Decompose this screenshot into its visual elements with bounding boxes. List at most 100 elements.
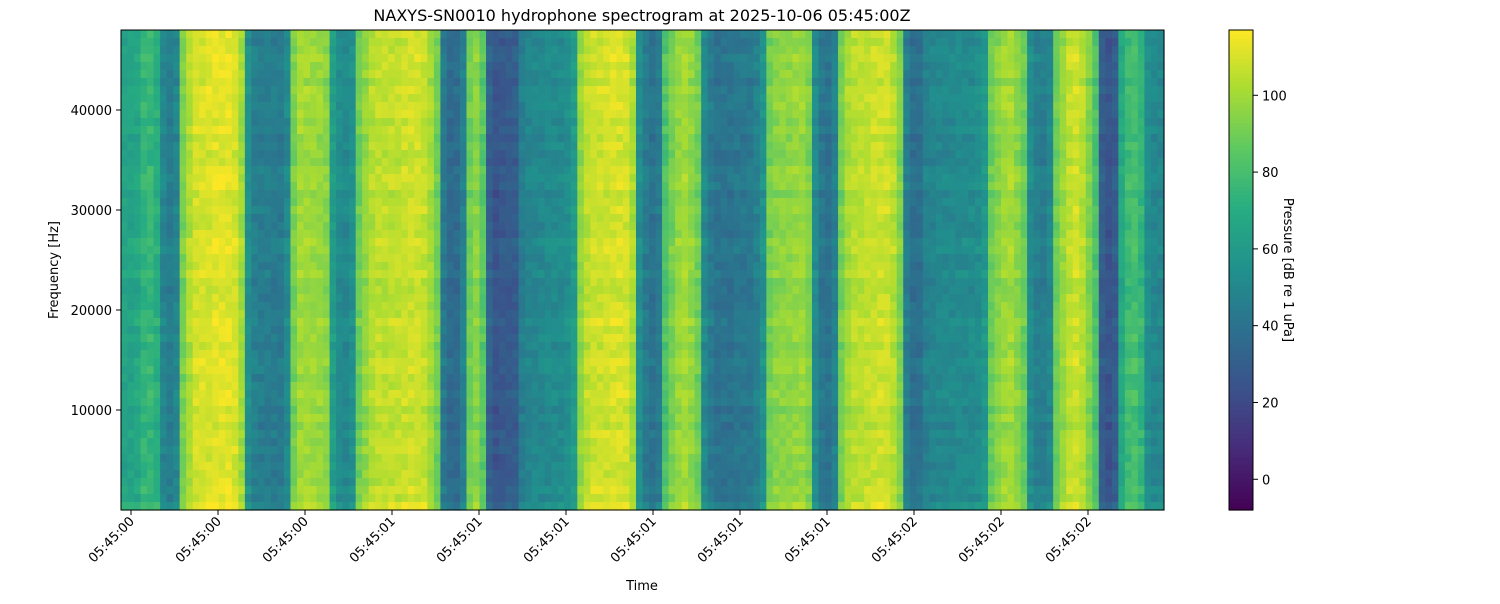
spectrogram-cell: [264, 318, 272, 327]
spectrogram-cell: [635, 342, 644, 351]
spectrogram-cell: [538, 430, 546, 439]
spectrogram-cell: [544, 310, 552, 319]
spectrogram-cell: [531, 62, 539, 71]
spectrogram-cell: [270, 334, 279, 343]
spectrogram-cell: [459, 102, 468, 111]
spectrogram-cell: [505, 286, 513, 295]
spectrogram-cell: [251, 382, 259, 391]
spectrogram-cell: [655, 230, 663, 239]
spectrogram-cell: [407, 246, 415, 255]
spectrogram-cell: [310, 30, 318, 39]
spectrogram-cell: [570, 102, 578, 111]
spectrogram-cell: [420, 102, 428, 111]
spectrogram-cell: [394, 70, 402, 79]
spectrogram-cell: [336, 30, 344, 39]
spectrogram-cell: [596, 30, 604, 39]
spectrogram-cell: [290, 366, 298, 375]
spectrogram-cell: [186, 238, 194, 247]
spectrogram-cell: [407, 278, 415, 287]
spectrogram-cell: [525, 478, 533, 487]
spectrogram-cell: [160, 478, 168, 487]
spectrogram-cell: [199, 142, 207, 151]
spectrogram-cell: [147, 310, 155, 319]
spectrogram-cell: [531, 262, 539, 271]
spectrogram-cell: [375, 78, 383, 87]
spectrogram-cell: [160, 62, 168, 71]
spectrogram-cell: [329, 278, 337, 287]
spectrogram-cell: [153, 478, 161, 487]
spectrogram-cell: [153, 70, 161, 79]
spectrogram-cell: [525, 230, 533, 239]
spectrogram-cell: [368, 350, 376, 359]
spectrogram-cell: [479, 174, 487, 183]
spectrogram-cell: [629, 398, 637, 407]
spectrogram-cell: [577, 30, 585, 39]
spectrogram-cell: [303, 206, 311, 215]
spectrogram-cell: [453, 486, 461, 495]
spectrogram-cell: [140, 222, 148, 231]
spectrogram-cell: [277, 430, 285, 439]
spectrogram-cell: [231, 78, 239, 87]
spectrogram-cell: [134, 278, 142, 287]
spectrogram-cell: [303, 358, 311, 367]
spectrogram-cell: [662, 54, 670, 63]
spectrogram-cell: [192, 398, 200, 407]
spectrogram-cell: [205, 118, 213, 127]
spectrogram-cell: [199, 54, 207, 63]
spectrogram-cell: [616, 294, 624, 303]
spectrogram-cell: [205, 198, 213, 207]
spectrogram-cell: [446, 54, 455, 63]
spectrogram-cell: [525, 246, 533, 255]
spectrogram-cell: [505, 334, 513, 343]
spectrogram-cell: [140, 70, 148, 79]
spectrogram-cell: [407, 262, 415, 271]
spectrogram-cell: [518, 310, 526, 319]
spectrogram-cell: [570, 294, 578, 303]
spectrogram-cell: [147, 78, 155, 87]
spectrogram-cell: [401, 462, 409, 471]
spectrogram-cell: [492, 102, 500, 111]
spectrogram-cell: [570, 366, 578, 375]
spectrogram-cell: [297, 382, 305, 391]
spectrogram-cell: [616, 262, 624, 271]
spectrogram-cell: [551, 238, 559, 247]
spectrogram-cell: [205, 110, 213, 119]
spectrogram-cell: [512, 318, 520, 327]
spectrogram-cell: [596, 382, 604, 391]
spectrogram-cell: [264, 126, 272, 135]
spectrogram-cell: [531, 486, 539, 495]
spectrogram-cell: [283, 366, 292, 375]
spectrogram-cell: [140, 62, 148, 71]
spectrogram-cell: [401, 118, 409, 127]
spectrogram-cell: [121, 70, 129, 79]
spectrogram-cell: [316, 70, 324, 79]
spectrogram-cell: [212, 342, 220, 351]
spectrogram-cell: [603, 222, 611, 231]
spectrogram-cell: [140, 302, 148, 311]
spectrogram-cell: [316, 134, 324, 143]
spectrogram-cell: [134, 390, 142, 399]
spectrogram-cell: [609, 398, 618, 407]
spectrogram-cell: [492, 398, 500, 407]
spectrogram-cell: [544, 358, 552, 367]
spectrogram-cell: [655, 134, 663, 143]
spectrogram-cell: [525, 270, 533, 279]
spectrogram-cell: [257, 134, 266, 143]
spectrogram-cell: [127, 478, 135, 487]
spectrogram-cell: [486, 62, 494, 71]
spectrogram-cell: [551, 126, 559, 135]
spectrogram-cell: [186, 262, 194, 271]
spectrogram-cell: [186, 30, 194, 39]
spectrogram-cell: [538, 222, 546, 231]
spectrogram-cell: [518, 174, 526, 183]
spectrogram-cell: [564, 118, 572, 127]
spectrogram-cell: [270, 502, 279, 511]
spectrogram-cell: [375, 350, 383, 359]
spectrogram-cell: [231, 246, 239, 255]
spectrogram-cell: [277, 454, 285, 463]
spectrogram-cell: [622, 182, 631, 191]
spectrogram-cell: [303, 174, 311, 183]
spectrogram-cell: [368, 30, 376, 39]
spectrogram-cell: [479, 166, 487, 175]
spectrogram-cell: [192, 486, 200, 495]
